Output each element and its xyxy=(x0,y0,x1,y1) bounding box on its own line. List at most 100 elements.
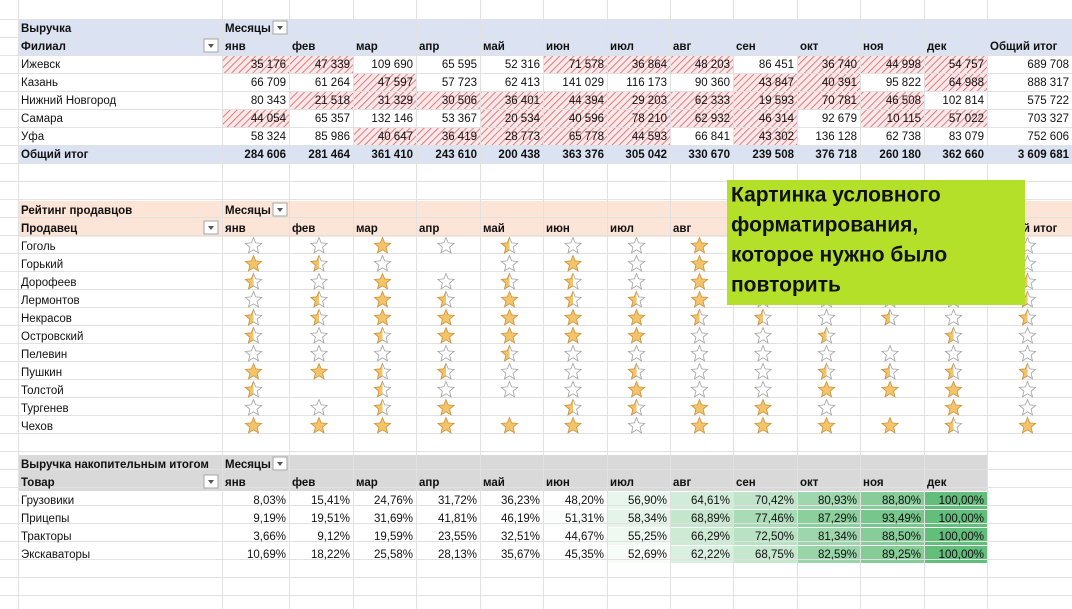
value-cell: 54 757 xyxy=(949,59,984,71)
star-icon xyxy=(500,380,519,398)
value-cell: 9,19% xyxy=(253,513,286,525)
star-icon xyxy=(880,416,900,434)
value-cell: 46 508 xyxy=(886,95,921,107)
star-full xyxy=(944,398,963,416)
star-icon xyxy=(627,272,646,290)
star-icon xyxy=(373,290,392,308)
value-cell: 44 593 xyxy=(632,131,667,143)
star-icon xyxy=(1018,344,1037,362)
star-icon xyxy=(373,308,392,326)
value-cell: 888 317 xyxy=(1027,77,1069,89)
star-half xyxy=(563,398,573,416)
star-half xyxy=(880,362,890,380)
star-icon xyxy=(627,380,646,398)
row-name: Пушкин xyxy=(21,367,62,379)
total-cell: 3 609 681 xyxy=(1018,149,1070,161)
value-cell: 15,41% xyxy=(311,495,350,507)
star-icon xyxy=(627,398,646,416)
star-full xyxy=(563,326,583,344)
value-cell: 41,81% xyxy=(438,513,477,525)
value-cell: 36 419 xyxy=(442,131,477,143)
star-half xyxy=(690,308,700,326)
star-icon xyxy=(436,290,456,308)
star-empty xyxy=(753,326,773,344)
star-icon xyxy=(690,416,709,434)
value-cell: 36 401 xyxy=(505,95,540,107)
total-cell: 200 438 xyxy=(498,149,540,161)
star-icon xyxy=(880,380,900,398)
row-name: Тракторы xyxy=(21,531,72,543)
color-scale-cell xyxy=(354,546,416,563)
star-half xyxy=(944,416,954,434)
value-cell: 28,13% xyxy=(438,549,477,561)
value-cell: 100,00% xyxy=(939,549,984,561)
star-full xyxy=(690,398,709,416)
star-icon xyxy=(944,362,963,380)
hatched-cell xyxy=(734,92,797,109)
star-full xyxy=(436,416,456,434)
star-full xyxy=(500,326,519,344)
star-icon xyxy=(753,398,773,416)
row-name: Экскаваторы xyxy=(21,549,90,561)
hatched-cell xyxy=(417,128,480,145)
row-name: Чехов xyxy=(21,421,53,433)
note-text: форматирования, xyxy=(731,214,918,237)
star-icon xyxy=(436,362,456,380)
star-icon xyxy=(436,344,456,362)
note-text: которое нужно было xyxy=(731,244,947,267)
star-icon xyxy=(944,416,963,434)
value-cell: 10 115 xyxy=(887,113,921,125)
star-icon xyxy=(1018,416,1037,434)
star-empty xyxy=(563,236,583,254)
star-half xyxy=(627,362,637,380)
hatched-cell xyxy=(861,92,924,109)
star-empty xyxy=(1018,344,1037,362)
value-cell: 32,51% xyxy=(501,531,540,543)
color-scale-cell xyxy=(671,528,733,545)
total-cell: 239 508 xyxy=(752,149,794,161)
star-empty xyxy=(690,344,709,362)
star-full xyxy=(373,308,392,326)
hatched-cell xyxy=(481,92,543,109)
row-name: Ижевск xyxy=(21,59,61,71)
star-empty xyxy=(563,380,583,398)
star-icon xyxy=(436,398,456,416)
star-half xyxy=(244,380,254,398)
month-header: апр xyxy=(419,223,439,235)
value-cell: 44 054 xyxy=(251,113,287,125)
star-icon xyxy=(500,290,519,308)
star-full xyxy=(690,416,709,434)
star-half xyxy=(817,362,827,380)
value-cell: 86 451 xyxy=(759,59,794,71)
star-empty xyxy=(1018,398,1037,416)
value-cell: 62 738 xyxy=(886,131,921,143)
row-name: Гоголь xyxy=(21,241,56,253)
value-cell: 77,46% xyxy=(755,513,794,525)
star-icon xyxy=(627,416,646,434)
table-title: Выручка накопительным итогом xyxy=(21,459,209,471)
month-header: авг xyxy=(673,477,691,489)
month-header: дек xyxy=(927,41,947,53)
value-cell: 88,80% xyxy=(882,495,921,507)
total-cell: 376 718 xyxy=(815,149,857,161)
color-scale-cell xyxy=(734,528,797,545)
month-header: май xyxy=(483,41,505,53)
value-cell: 83 079 xyxy=(949,131,984,143)
row-name: Горький xyxy=(21,259,63,271)
star-full xyxy=(373,290,392,308)
month-header: фев xyxy=(292,223,315,235)
star-full xyxy=(373,272,392,290)
star-half xyxy=(244,308,254,326)
star-half xyxy=(944,326,954,344)
star-icon xyxy=(244,236,263,254)
hatched-cell xyxy=(354,74,416,91)
star-half xyxy=(500,236,510,254)
value-cell: 35 176 xyxy=(251,59,286,71)
value-cell: 23,55% xyxy=(438,531,477,543)
total-cell: 243 610 xyxy=(435,149,477,161)
value-cell: 52,69% xyxy=(628,549,667,561)
star-half xyxy=(436,362,446,380)
star-icon xyxy=(373,254,392,272)
value-cell: 61 264 xyxy=(315,77,351,89)
month-header: окт xyxy=(800,477,819,489)
